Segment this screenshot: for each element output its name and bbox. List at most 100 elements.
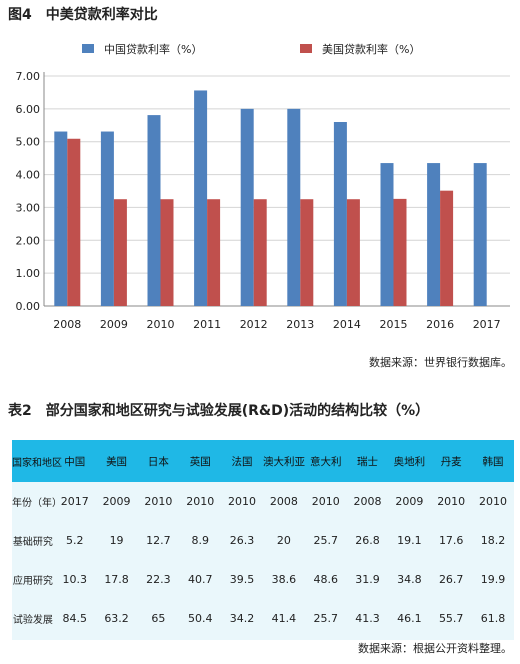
x-tick-label: 2016 [426,318,454,331]
x-tick-label: 2011 [193,318,221,331]
y-tick-label: 3.00 [16,201,41,214]
table-row-label: 基础研究 [12,537,53,548]
table-cell: 17.8 [104,573,129,586]
table-cell: 26.8 [355,534,380,547]
table-header-cell: 英国 [179,440,222,482]
bar-usa [440,190,454,306]
y-tick-label: 1.00 [16,267,41,280]
table-header-cell: 法国 [221,440,263,482]
bar-china [427,163,441,306]
table-row: 应用研究 10.3 17.8 22.3 40.7 39.5 38.6 48.6 31.9 34.8… [12,560,514,599]
x-tick-label: 2010 [147,318,175,331]
chart-legend: 中国贷款利率（%） 美国贷款利率（%） [82,42,420,56]
y-tick-label: 5.00 [16,136,41,149]
legend-swatch [300,44,312,53]
table-cell: 25.7 [313,612,338,625]
table-header-cell: 丹麦 [430,440,473,482]
table-cell: 31.9 [355,573,380,586]
bar-china [147,115,161,306]
bar-usa [393,198,407,306]
table-cell: 18.2 [480,534,506,547]
bar-china [380,163,394,306]
table-cell: 10.3 [62,573,87,586]
bar-usa [207,199,221,306]
bar-usa [113,199,127,306]
table-cell: 2010 [144,495,173,508]
bar-china [473,163,487,306]
bar-china [100,131,114,306]
bar-china [54,131,68,306]
table-row: 基础研究 5.2 19 12.7 8.9 26.3 20 25.7 26.8 19.1 17.6 18… [12,521,514,560]
table-cell: 19.1 [397,534,422,547]
table-row: 年份（年） 2017 2009 2010 2010 2010 2008 2010 2008 200… [12,482,514,521]
bar-usa [253,199,267,306]
table-cell: 17.6 [438,534,464,547]
table-header-cell: 瑞士 [346,440,389,482]
table-cell: 2010 [479,495,508,508]
x-tick-label: 2008 [53,318,81,331]
bar-chart: 中国贷款利率（%） 美国贷款利率（%） 0.00 1.00 2.00 3.00 4.00 5… [16,42,510,331]
table-cell: 63.2 [104,612,129,625]
table-row-label: 试验发展 [12,615,53,626]
table-header-cell: 韩国 [472,440,514,482]
table-header-cell: 中国 [53,440,96,482]
table-header-cell: 奥地利 [388,440,431,482]
table-cell: 25.7 [313,534,338,547]
table-cell: 22.3 [146,573,171,586]
chart-axes: 0.00 1.00 2.00 3.00 4.00 5.00 6.00 7.00 2008 2009… [16,70,501,331]
x-tick-label: 2009 [100,318,128,331]
table-cell: 8.9 [191,534,209,547]
x-tick-label: 2013 [286,318,314,331]
table-row-label: 年份（年） [12,498,62,509]
table-cell: 2010 [311,495,340,508]
legend-label: 中国贷款利率（%） [104,42,202,56]
table-title: 表2 部分国家和地区研究与试验发展(R&D)活动的结构比较（%） [8,403,430,419]
bar-china [287,108,301,306]
table-cell: 48.6 [313,573,338,586]
table-cell: 12.7 [146,534,171,547]
table-cell: 41.4 [271,612,297,625]
table-cell: 2010 [437,495,466,508]
y-tick-label: 2.00 [16,234,41,247]
table-cell: 26.3 [229,534,255,547]
table-source-note: 数据来源：根据公开资料整理。 [358,642,512,655]
table-cell: 2017 [60,495,89,508]
table-cell: 2010 [186,495,215,508]
table-header-cell: 意大利 [304,440,347,482]
table-cell: 40.7 [187,573,213,586]
table-cell: 38.6 [271,573,297,586]
rd-structure-table: 国家和地区 中国 美国 日本 英国 法国 澳大利亚 意大利 瑞士 奥地利 丹麦 韩国 年份（年） 201… [12,440,514,638]
table-cell: 19 [109,534,124,547]
table-cell: 55.7 [438,612,464,625]
chart-bars [54,90,487,306]
table-cell: 34.8 [397,573,422,586]
table-cell: 5.2 [65,534,84,547]
x-tick-label: 2014 [333,318,361,331]
x-tick-label: 2017 [473,318,501,331]
table-cell: 2010 [228,495,257,508]
table-cell: 26.7 [438,573,464,586]
y-tick-label: 4.00 [16,169,41,182]
table-row-label: 应用研究 [12,576,53,587]
table-cell: 61.8 [480,612,506,625]
table-header-cell: 澳大利亚 [262,440,305,482]
figure-title: 图4 中美贷款利率对比 [8,7,158,23]
table-cell: 2008 [353,495,382,508]
bar-china [240,108,254,306]
bar-usa [160,199,174,306]
chart-source-note: 数据来源：世界银行数据库。 [369,356,512,369]
bar-china [333,122,347,306]
table-cell: 39.5 [229,573,255,586]
y-tick-label: 6.00 [16,103,41,116]
table-cell: 19.9 [480,573,506,586]
bar-usa [300,199,314,306]
table-cell: 34.2 [229,612,255,625]
table-cell: 46.1 [397,612,422,625]
table-cell: 2008 [269,495,298,508]
table-cell: 84.5 [62,612,87,625]
table-cell: 50.4 [187,612,213,625]
y-tick-label: 7.00 [16,70,41,83]
x-tick-label: 2015 [380,318,408,331]
legend-label: 美国贷款利率（%） [322,42,420,56]
bar-usa [346,199,360,306]
